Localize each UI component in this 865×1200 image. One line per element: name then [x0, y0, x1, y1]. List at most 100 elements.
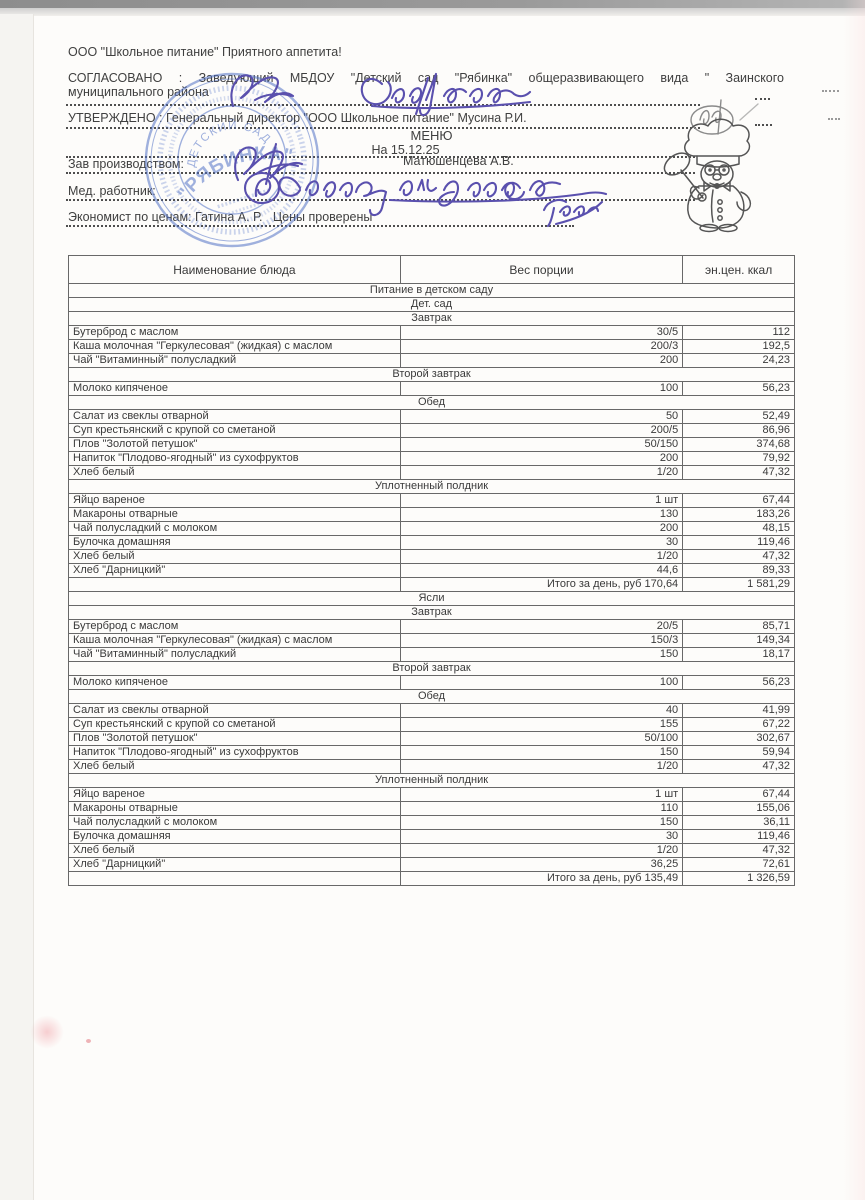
table-row: Макароны отварные 110 155,06	[68, 801, 795, 816]
dish-name-cell: Суп крестьянский с крупой со сметаной	[68, 717, 401, 732]
paper-edge-left	[33, 14, 34, 1200]
kcal-cell: 119,46	[682, 829, 795, 844]
dotted-line-approved	[66, 127, 700, 129]
dish-name-cell: Макароны отварные	[68, 801, 401, 816]
portion-weight-cell: 20/5	[399, 619, 684, 634]
table-row: Бутерброд с маслом 20/5 85,71	[68, 619, 795, 634]
kcal-cell: 36,11	[682, 815, 795, 830]
dotted-fragment-1	[755, 98, 770, 100]
empty-cell	[68, 871, 401, 886]
table-row: Хлеб белый 1/20 47,32	[68, 549, 795, 564]
portion-weight-cell: 100	[399, 675, 684, 690]
section-title-cell: Завтрак	[68, 605, 795, 620]
economist-line: Экономист по ценам: Гатина А. Р. Цены пр…	[68, 210, 373, 224]
head-signature-surname	[360, 72, 532, 117]
kcal-cell: 79,92	[682, 451, 795, 466]
menu-title: МЕНЮ	[410, 128, 453, 143]
section-row: Уплотненный полдник	[68, 773, 795, 788]
section-title-cell: Второй завтрак	[68, 661, 795, 676]
portion-weight-cell: 1/20	[399, 759, 684, 774]
scanner-edge-top-fade	[0, 8, 865, 16]
portion-weight-cell: 130	[399, 507, 684, 522]
table-row: Суп крестьянский с крупой со сметаной 200…	[68, 423, 795, 438]
scan-tint-right	[843, 0, 865, 1200]
portion-weight-cell: 200	[399, 451, 684, 466]
portion-weight-cell: 40	[399, 703, 684, 718]
table-row: Плов "Золотой петушок" 50/150 374,68	[68, 437, 795, 452]
portion-weight-cell: 200	[399, 353, 684, 368]
scanner-margin-left	[0, 14, 33, 1200]
section-title-cell: Питание в детском саду	[68, 283, 795, 298]
kcal-cell: 41,99	[682, 703, 795, 718]
dish-name-cell: Плов "Золотой петушок"	[68, 437, 401, 452]
kcal-cell: 47,32	[682, 759, 795, 774]
table-row: Каша молочная "Геркулесовая" (жидкая) с …	[68, 633, 795, 648]
dish-name-cell: Салат из свеклы отварной	[68, 409, 401, 424]
section-title-cell: Завтрак	[68, 311, 795, 326]
dish-name-cell: Хлеб белый	[68, 549, 401, 564]
med-worker-label: Мед. работник:	[68, 184, 156, 198]
dotted-fragment-2	[822, 90, 839, 92]
table-row: Чай "Витаминный" полусладкий 200 24,23	[68, 353, 795, 368]
portion-weight-cell: 200/5	[399, 423, 684, 438]
kcal-cell: 18,17	[682, 647, 795, 662]
kcal-cell: 149,34	[682, 633, 795, 648]
approved-line: УТВЕРЖДЕНО : Генеральный директор "ООО Ш…	[68, 111, 527, 125]
dish-name-cell: Молоко кипяченое	[68, 381, 401, 396]
org-title-line: ООО "Школьное питание" Приятного аппетит…	[68, 45, 342, 59]
kcal-cell: 56,23	[682, 381, 795, 396]
med-worker-signature	[243, 171, 608, 217]
table-row: Чай полусладкий с молоком 200 48,15	[68, 521, 795, 536]
portion-weight-cell: 150	[399, 745, 684, 760]
small-gray-signature	[690, 99, 734, 135]
portion-weight-cell: 30	[399, 829, 684, 844]
scanner-edge-top	[0, 0, 865, 8]
pen-stroke-slash	[739, 103, 759, 121]
portion-weight-cell: 1/20	[399, 843, 684, 858]
kcal-cell: 155,06	[682, 801, 795, 816]
dish-name-cell: Молоко кипяченое	[68, 675, 401, 690]
red-ink-smudge	[30, 1015, 64, 1049]
table-row: Яйцо вареное 1 шт 67,44	[68, 787, 795, 802]
production-manager-name: Матюшенцева А.В.	[403, 154, 514, 168]
kcal-cell: 56,23	[682, 675, 795, 690]
menu-table: Наименование блюда Вес порции эн.цен. кк…	[68, 255, 795, 886]
dish-name-cell: Напиток "Плодово-ягодный" из сухофруктов	[68, 745, 401, 760]
portion-weight-cell: 50/150	[399, 437, 684, 452]
dish-name-cell: Яйцо вареное	[68, 787, 401, 802]
dish-name-cell: Хлеб "Дарницкий"	[68, 857, 401, 872]
portion-weight-cell: 1 шт	[399, 493, 684, 508]
dish-name-cell: Чай полусладкий с молоком	[68, 815, 401, 830]
kcal-cell: 89,33	[682, 563, 795, 578]
table-row: Хлеб белый 1/20 47,32	[68, 759, 795, 774]
total-kcal-cell: 1 581,29	[682, 577, 795, 592]
kcal-cell: 47,32	[682, 465, 795, 480]
table-row: Макароны отварные 130 183,26	[68, 507, 795, 522]
dish-name-cell: Макароны отварные	[68, 507, 401, 522]
dish-name-cell: Чай "Витаминный" полусладкий	[68, 647, 401, 662]
dotted-line-production	[66, 172, 695, 174]
dish-name-cell: Хлеб белый	[68, 465, 401, 480]
portion-weight-cell: 50	[399, 409, 684, 424]
menu-table-body: Питание в детском саду Дет. сад Завтрак Бут…	[68, 283, 795, 886]
dish-name-cell: Каша молочная "Геркулесовая" (жидкая) с …	[68, 339, 401, 354]
table-row: Молоко кипяченое 100 56,23	[68, 381, 795, 396]
head-signature	[230, 74, 295, 108]
section-title-cell: Второй завтрак	[68, 367, 795, 382]
portion-weight-cell: 1/20	[399, 465, 684, 480]
header-portion-weight: Вес порции	[399, 255, 684, 284]
dotted-line-agreed	[66, 104, 700, 106]
section-row: Второй завтрак	[68, 367, 795, 382]
section-title-cell: Обед	[68, 689, 795, 704]
section-title-cell: Ясли	[68, 591, 795, 606]
table-row: Яйцо вареное 1 шт 67,44	[68, 493, 795, 508]
section-row: Обед	[68, 689, 795, 704]
table-row: Салат из свеклы отварной 40 41,99	[68, 703, 795, 718]
kcal-cell: 183,26	[682, 507, 795, 522]
menu-date: На 15.12.25	[371, 143, 440, 157]
empty-cell	[68, 577, 401, 592]
dish-name-cell: Булочка домашняя	[68, 535, 401, 550]
table-header-row: Наименование блюда Вес порции эн.цен. кк…	[68, 255, 795, 284]
dish-name-cell: Каша молочная "Геркулесовая" (жидкая) с …	[68, 633, 401, 648]
table-row: Суп крестьянский с крупой со сметаной 155…	[68, 717, 795, 732]
